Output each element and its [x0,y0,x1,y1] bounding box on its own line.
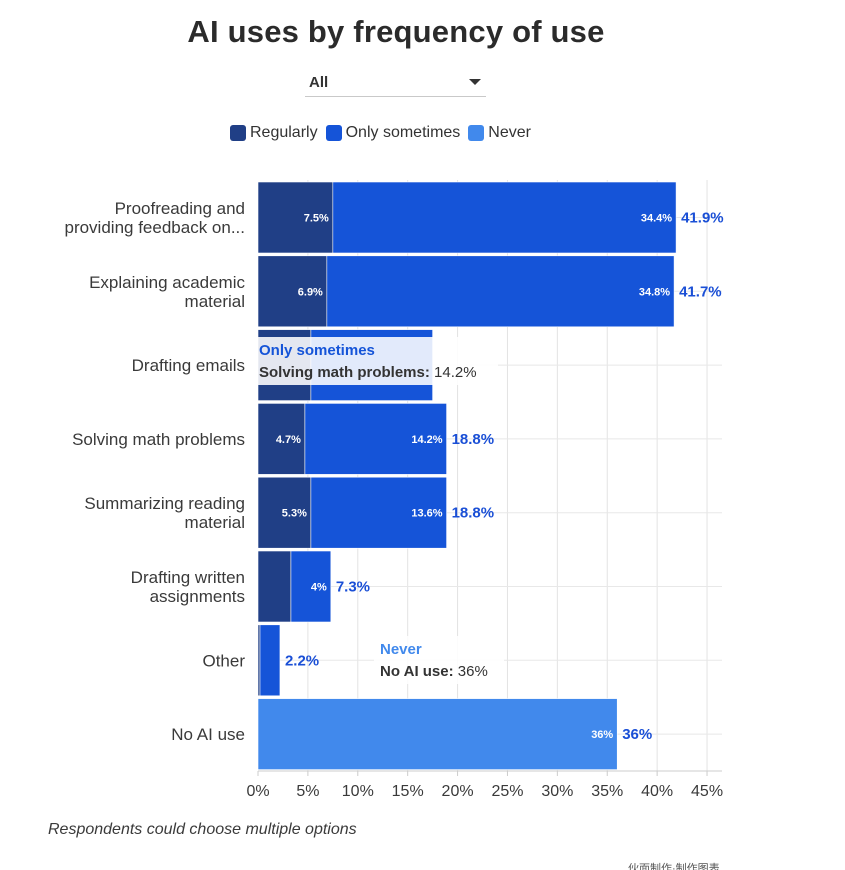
chart-footnote: Respondents could choose multiple option… [48,821,357,838]
bar-segment[interactable] [257,403,306,475]
segment-label: 4.7% [276,434,301,446]
total-label: 7.3% [336,579,370,596]
category-label: Explaining academic [89,273,245,292]
legend-item-never[interactable]: Never [468,124,531,142]
category-label: Drafting emails [132,356,245,375]
chart-tooltip: Never No AI use: 36% [374,636,504,684]
chart-title: AI uses by frequency of use [187,14,605,49]
total-label: 36% [622,726,652,743]
bar-segment[interactable] [326,255,675,328]
category-label: Summarizing reading [84,494,245,513]
segment-label: 6.9% [298,286,323,298]
bar-segment[interactable] [257,181,334,254]
total-label: 41.7% [679,283,722,300]
category-label: material [185,513,245,532]
chart-tooltip: Only sometimes Solving math problems: 14.… [253,337,498,385]
total-label: 18.8% [452,505,495,522]
tooltip-series: Never [380,641,422,658]
tooltip-background [374,636,504,684]
legend-item-only-sometimes[interactable]: Only sometimes [325,124,461,142]
legend-swatch-regularly [230,125,246,141]
segment-label: 4% [311,582,327,594]
bar-segment[interactable] [290,550,332,623]
bar-segment[interactable] [304,403,447,475]
legend-swatch-only-sometimes [325,125,342,141]
total-label: 18.8% [452,431,495,448]
chart-legend: Regularly Only sometimes Never [230,123,539,143]
bar-segment[interactable] [257,698,618,770]
filter-dropdown[interactable]: All [305,68,486,97]
bar-segment[interactable] [259,624,281,697]
x-tick-label: 15% [392,783,424,800]
category-label: No AI use [171,725,245,744]
x-tick-label: 40% [641,783,673,800]
tooltip-series: Only sometimes [259,342,375,359]
segment-label: 13.6% [411,508,442,520]
x-tick-label: 45% [691,783,723,800]
legend-label-only-sometimes: Only sometimes [345,124,461,141]
legend-swatch-never [468,125,485,141]
x-tick-label: 10% [342,783,374,800]
bar-segment[interactable] [257,255,328,328]
segment-label: 34.4% [641,213,672,225]
bar-segment[interactable] [257,476,312,549]
footer-text: 伙面制作·制作图表 [628,863,720,870]
legend-label-regularly: Regularly [250,124,318,141]
legend-label-never: Never [488,124,531,141]
bar-segment[interactable] [332,181,677,254]
category-label: Other [202,651,245,670]
x-tick-label: 0% [246,783,269,800]
tooltip-text: Solving math problems: 14.2% [259,364,477,381]
category-label: assignments [150,587,245,606]
segment-label: 14.2% [411,434,442,446]
segment-label: 36% [591,729,613,741]
tooltip-background [253,337,498,385]
category-label: material [185,292,245,311]
segment-label: 5.3% [282,508,307,520]
tooltip-text: No AI use: 36% [380,663,488,680]
x-tick-label: 30% [541,783,573,800]
chevron-down-icon[interactable] [469,79,481,85]
bar-segment[interactable] [257,550,292,623]
x-tick-label: 35% [591,783,623,800]
segment-label: 7.5% [304,213,329,225]
filter-selected-value: All [309,74,329,91]
x-tick-label: 20% [442,783,474,800]
x-tick-label: 25% [491,783,523,800]
x-tick-label: 5% [296,783,319,800]
category-label: Proofreading and [115,199,245,218]
bar-segment[interactable] [310,476,447,549]
category-label: providing feedback on... [64,218,245,237]
total-label: 41.9% [681,210,724,227]
total-label: 2.2% [285,652,319,669]
category-label: Solving math problems [72,430,245,449]
category-label: Drafting written [131,568,245,587]
legend-item-regularly[interactable]: Regularly [230,124,318,142]
segment-label: 34.8% [639,286,670,298]
